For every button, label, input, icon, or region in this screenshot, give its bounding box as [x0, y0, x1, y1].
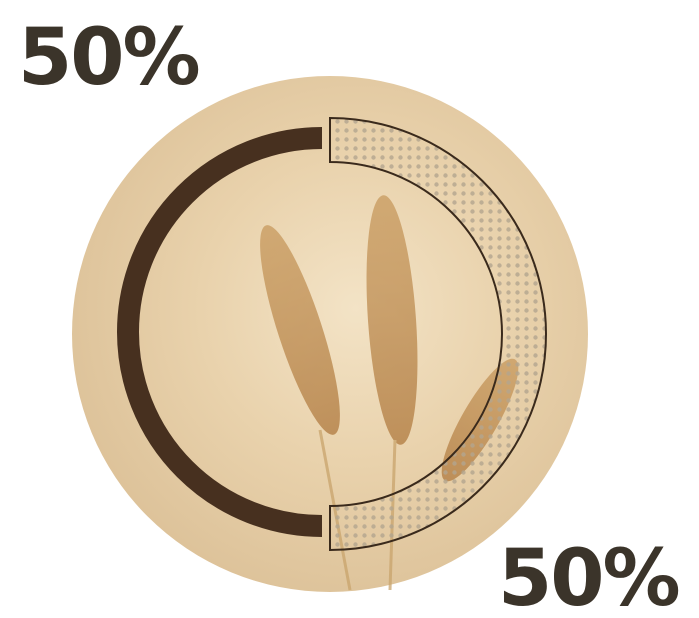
- value-label: 50%: [18, 13, 199, 103]
- slice: [117, 127, 323, 537]
- value-label: 50%: [498, 534, 679, 618]
- slice: [329, 116, 547, 552]
